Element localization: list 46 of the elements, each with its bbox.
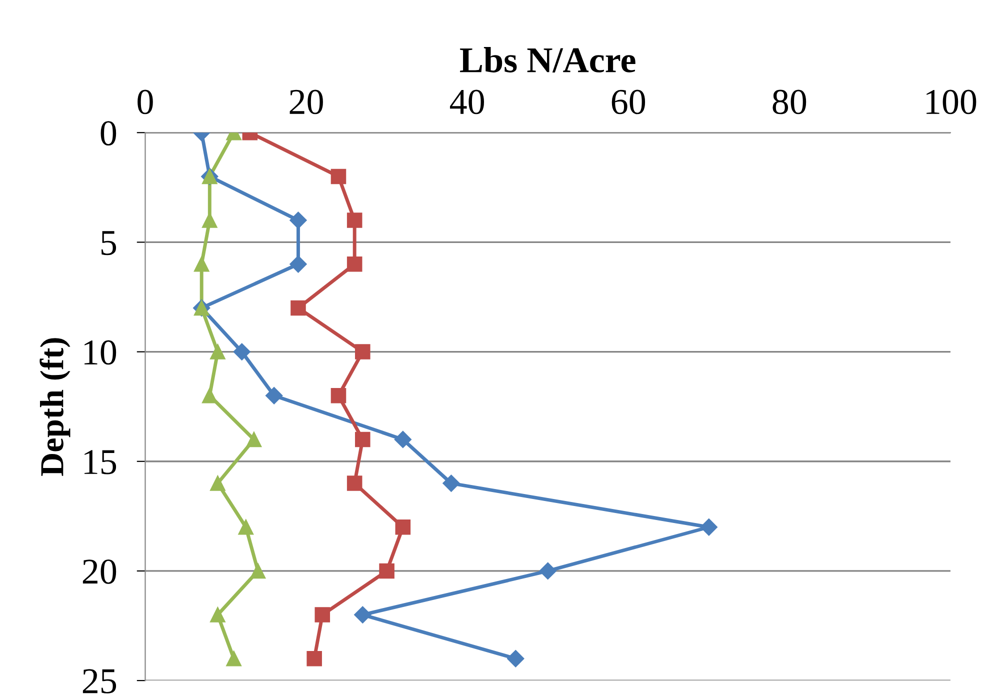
- point: [354, 606, 372, 624]
- x-tick-label: 100: [926, 90, 976, 114]
- point: [290, 212, 307, 229]
- point: [379, 563, 394, 579]
- point: [210, 476, 226, 491]
- x-axis-title: Lbs N/Acre: [460, 47, 636, 72]
- y-tick-label: 20: [82, 559, 116, 584]
- y-tick-label: 5: [102, 231, 116, 256]
- point: [346, 476, 362, 491]
- point: [507, 650, 524, 668]
- point: [226, 650, 242, 666]
- point: [346, 212, 362, 228]
- point: [238, 519, 254, 535]
- point: [394, 430, 412, 448]
- point: [210, 607, 226, 622]
- point: [330, 168, 346, 184]
- point: [290, 300, 306, 316]
- point: [202, 212, 218, 228]
- point: [290, 256, 307, 273]
- y-tick-label: 25: [82, 669, 116, 694]
- point: [246, 432, 262, 448]
- point: [539, 562, 556, 580]
- point: [700, 518, 718, 536]
- x-tick-label: 40: [450, 90, 484, 114]
- point: [266, 387, 283, 404]
- point: [250, 563, 266, 579]
- y-tick-label: 0: [100, 121, 116, 146]
- y-tick-label: 10: [84, 340, 116, 365]
- point: [355, 344, 370, 360]
- y-tick-label: 15: [84, 450, 116, 474]
- point: [202, 388, 218, 404]
- point: [306, 650, 322, 666]
- point: [194, 256, 210, 272]
- point: [210, 344, 226, 360]
- point: [233, 343, 250, 360]
- point: [346, 256, 362, 272]
- x-tick-label: 80: [772, 90, 806, 114]
- point: [395, 519, 411, 535]
- point: [442, 474, 460, 492]
- point: [330, 388, 346, 404]
- y-axis-title: Depth (ft): [40, 338, 70, 476]
- point: [314, 607, 330, 622]
- point: [355, 432, 370, 448]
- x-tick-label: 0: [138, 90, 153, 114]
- x-tick-label: 20: [290, 90, 323, 114]
- x-tick-label: 60: [612, 90, 646, 114]
